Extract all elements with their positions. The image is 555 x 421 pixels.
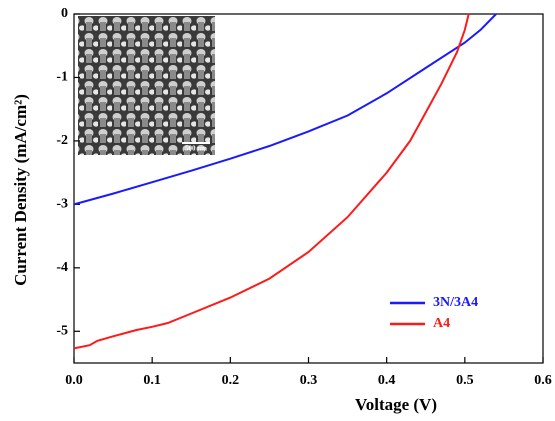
y-tick-label: -2 (56, 133, 68, 148)
y-tick-label: 0 (61, 6, 68, 21)
y-tick-label: -1 (56, 70, 68, 85)
inset-photo (78, 16, 215, 155)
x-tick-label: 0.0 (65, 373, 83, 388)
y-tick-label: -4 (56, 260, 68, 275)
legend-label: 3N/3A4 (433, 295, 478, 310)
x-tick-label: 0.1 (143, 373, 161, 388)
x-tick-label: 0.6 (534, 373, 552, 388)
chart: 500 nm Voltage (V) Current Density (mA/c… (0, 0, 555, 421)
legend-label: A4 (433, 316, 450, 331)
x-axis-label: Voltage (V) (355, 395, 437, 414)
x-tick-label: 0.5 (456, 373, 474, 388)
y-tick-label: -5 (56, 323, 68, 338)
x-tick-label: 0.3 (300, 373, 318, 388)
y-axis-label: Current Density (mA/cm²) (11, 94, 30, 286)
y-tick-label: -3 (56, 197, 68, 212)
inset-image: 500 nm (78, 16, 215, 155)
x-tick-label: 0.2 (222, 373, 240, 388)
scale-label: 500 nm (185, 145, 207, 153)
x-tick-label: 0.4 (378, 373, 396, 388)
